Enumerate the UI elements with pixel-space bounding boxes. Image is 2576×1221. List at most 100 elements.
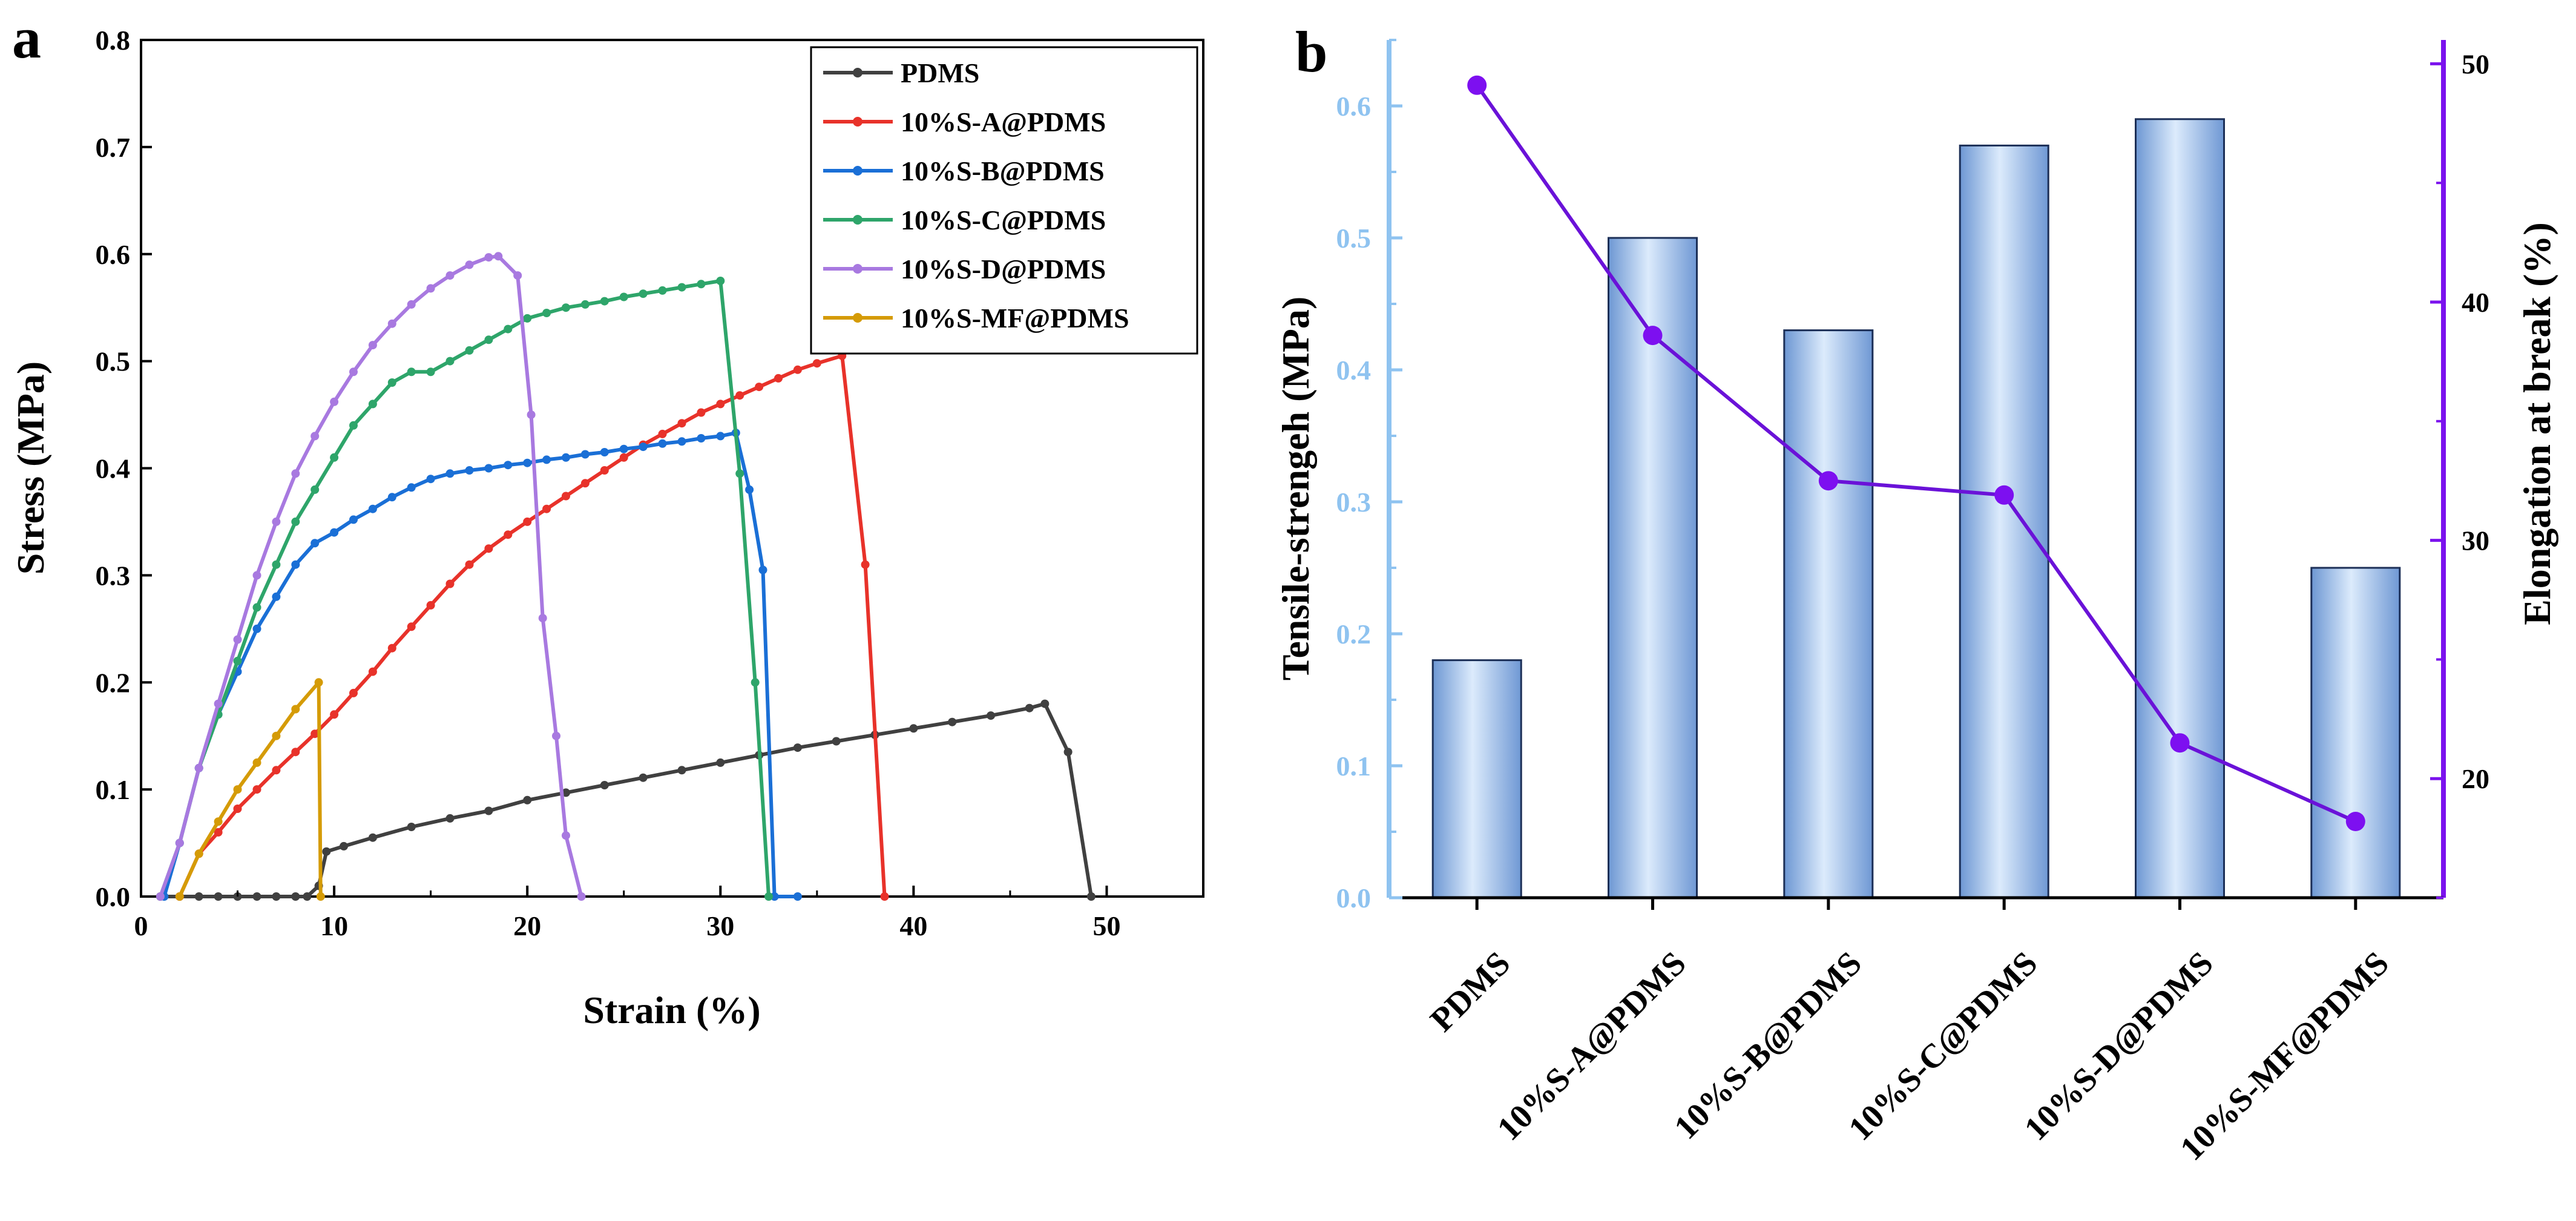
series-0-point-17	[562, 788, 570, 797]
legend-item-5: 10%S-MF@PDMS	[823, 303, 1129, 334]
y-tick-label-a-5: 0.5	[96, 346, 131, 377]
left-tick-label-6: 0.6	[1336, 91, 1372, 122]
series-0-point-21	[716, 758, 725, 767]
bar-2	[1783, 329, 1874, 899]
series-2-point-25	[639, 443, 648, 452]
legend: PDMS 10%S-A@PDMS 10%S-B@PDMS 10%S-C@PDMS 10%…	[810, 46, 1198, 355]
y-tick-label-a-8: 0.8	[96, 25, 131, 56]
y-tick-label-a-1: 0.1	[96, 774, 131, 805]
series-4-point-4	[233, 635, 242, 644]
series-1-point-27	[697, 408, 706, 417]
category-label-2: 10%S-B@PDMS	[1667, 944, 1869, 1147]
series-1-point-10	[368, 667, 377, 676]
y-tick-label-a-0: 0.0	[96, 881, 131, 912]
series-5-point-1	[194, 849, 203, 858]
series-0-point-32	[1086, 892, 1096, 901]
right-tick-label-0: 20	[2462, 763, 2489, 794]
series-3-point-7	[291, 517, 300, 526]
left-tick-label-3: 0.3	[1336, 487, 1372, 518]
series-4-point-13	[407, 300, 416, 309]
series-3-point-29	[716, 277, 725, 285]
series-1-point-23	[619, 453, 628, 462]
series-0-point-24	[832, 737, 841, 746]
series-0-point-18	[600, 781, 609, 789]
series-3-point-20	[542, 309, 551, 317]
series-2-point-24	[619, 444, 628, 453]
elongation-point-5	[2345, 812, 2365, 831]
series-3	[156, 277, 773, 901]
series-5-point-2	[214, 817, 223, 826]
series-2-point-11	[368, 504, 377, 513]
y-axis-title-b: Tensile-strengeh (MPa)	[1274, 297, 1317, 681]
bar-4	[2135, 118, 2225, 899]
series-2-point-16	[465, 466, 474, 475]
series-3-point-24	[619, 292, 628, 301]
x-axis-title-a: Strain (%)	[583, 989, 760, 1032]
legend-swatch-marker-0	[853, 68, 862, 77]
series-1-point-22	[600, 466, 609, 475]
y-tick-label-a-3: 0.3	[96, 560, 131, 591]
series-3-point-14	[426, 367, 435, 377]
series-5	[175, 678, 325, 901]
elongation-point-1	[1643, 326, 1663, 346]
series-4-point-2	[194, 763, 203, 772]
legend-swatch-marker-4	[853, 264, 862, 274]
series-2-point-13	[407, 483, 416, 492]
series-4-point-23	[562, 831, 570, 840]
right-tick-label-3: 50	[2462, 48, 2489, 79]
panel-b-label: b	[1295, 19, 1327, 84]
series-4-point-21	[538, 614, 547, 623]
series-1-point-2	[214, 828, 223, 837]
series-4-point-7	[291, 469, 300, 478]
series-3-point-32	[764, 892, 773, 901]
series-1-point-25	[658, 429, 667, 438]
series-2-point-22	[580, 450, 590, 459]
series-1-point-12	[407, 622, 416, 631]
series-3-point-17	[484, 335, 493, 344]
axes-a: 0.0 0.1 0.2 0.3 0.4 0.5 0.6 0.7 0.8 0 10 20 30 40 50	[96, 25, 1121, 941]
bar-1	[1608, 237, 1698, 899]
series-4-point-16	[465, 260, 474, 269]
series-2-point-6	[272, 592, 281, 601]
series-1-point-4	[252, 785, 261, 794]
legend-label-4: 10%S-D@PDMS	[901, 254, 1106, 285]
series-2-point-23	[600, 448, 609, 456]
y-tick-label-a-4: 0.4	[96, 453, 131, 484]
stress-strain-chart: 0.0 0.1 0.2 0.3 0.4 0.5 0.6 0.7 0.8 0 10 20 30 40 50 P…	[96, 25, 1204, 941]
series-3-point-10	[349, 421, 358, 430]
series-0-point-16	[523, 795, 532, 805]
series-0-point-6	[272, 892, 281, 901]
legend-label-2: 10%S-B@PDMS	[901, 156, 1105, 186]
strength-elongation-chart: 0.0 0.1 0.2 0.3 0.4 0.5 0.6 20 30 40 50 PDMS10%S-A@…	[1336, 39, 2489, 1168]
x-tick-label-a-3: 30	[706, 910, 734, 941]
x-tick-label-a-0: 0	[134, 910, 148, 941]
series-5-point-4	[252, 758, 261, 767]
series-3-point-23	[600, 297, 609, 306]
elongation-point-4	[2170, 733, 2190, 753]
series-2-point-29	[716, 432, 725, 441]
series-3-point-12	[387, 378, 396, 387]
series-0-point-11	[340, 841, 348, 851]
elongation-point-0	[1467, 75, 1487, 95]
y-tick-label-a-6: 0.6	[96, 239, 131, 270]
elongation-line-path	[1475, 84, 2357, 823]
elongation-point-3	[1994, 485, 2014, 505]
series-1-point-11	[387, 643, 396, 653]
series-4-point-0	[156, 892, 165, 901]
series-2-point-26	[658, 439, 667, 448]
series-3-point-21	[562, 303, 570, 312]
category-label-4: 10%S-D@PDMS	[2017, 944, 2221, 1148]
series-1-point-20	[562, 492, 570, 501]
right-tick-label-1: 30	[2462, 525, 2489, 556]
series-3-point-8	[310, 485, 320, 494]
series-3-point-25	[639, 289, 648, 298]
series-3-point-6	[272, 560, 281, 569]
series-1-point-9	[349, 688, 358, 697]
left-tick-label-0: 0.0	[1336, 883, 1372, 913]
bar-0	[1431, 659, 1522, 899]
series-4-point-18	[494, 252, 503, 261]
category-label-3: 10%S-C@PDMS	[1842, 944, 2045, 1148]
series-2-point-18	[504, 461, 513, 470]
tensile-strength-bars	[1431, 118, 2401, 899]
series-2-point-17	[484, 464, 493, 473]
